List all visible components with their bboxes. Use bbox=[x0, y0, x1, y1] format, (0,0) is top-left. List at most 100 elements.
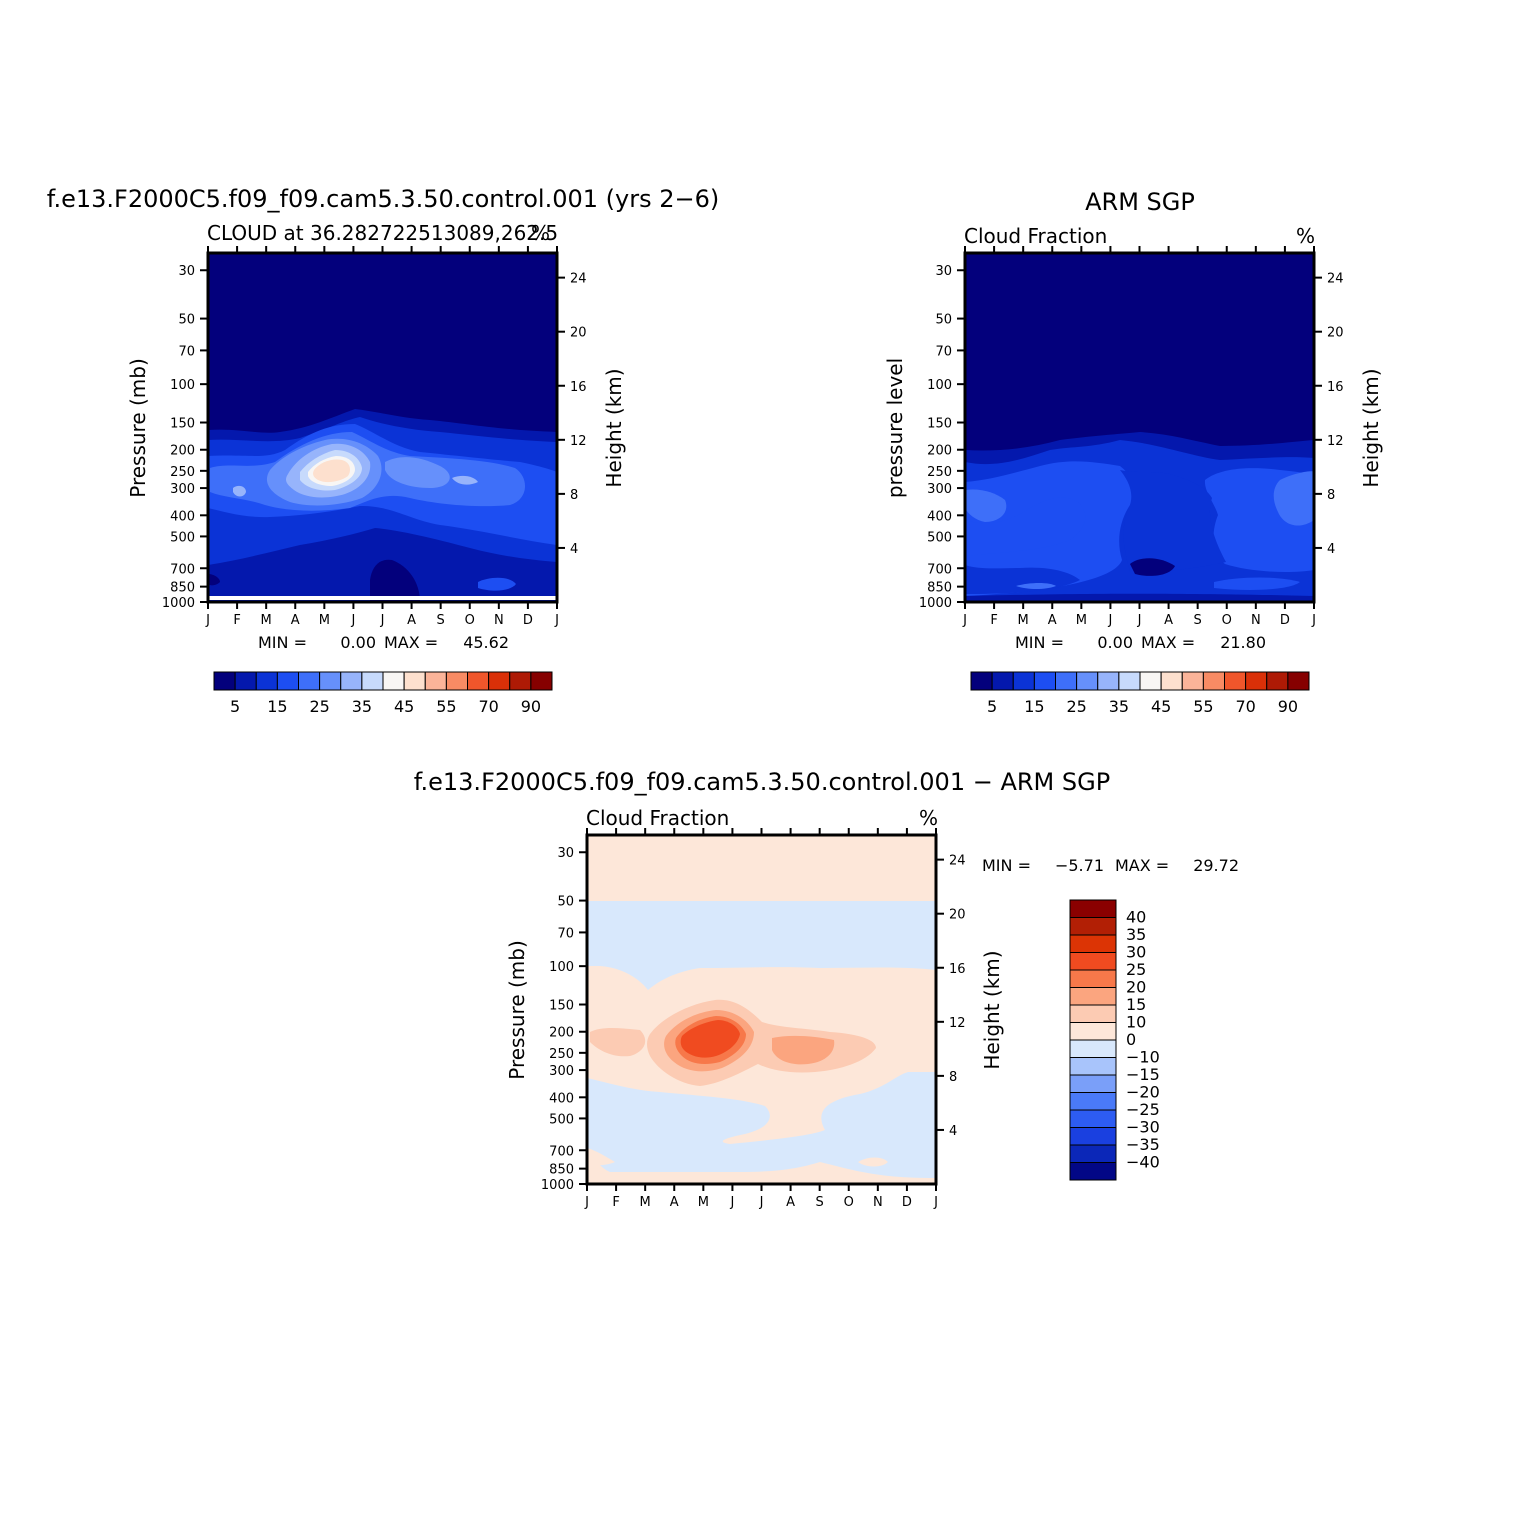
colorbar-swatch bbox=[1097, 671, 1120, 691]
colorbar-tick-label: 25 bbox=[1066, 697, 1086, 716]
y-tick-label: 250 bbox=[549, 1047, 574, 1062]
panel-obs-max-label: MAX = bbox=[1141, 633, 1195, 652]
colorbar-swatch bbox=[403, 671, 426, 691]
colorbar-tick-label: 5 bbox=[987, 697, 997, 716]
panel-diff-plot-area bbox=[585, 833, 938, 1186]
y2-tick-label: 12 bbox=[949, 1016, 966, 1031]
colorbar-swatch bbox=[467, 671, 490, 691]
panel-diff-y-axis-label: Pressure (mb) bbox=[505, 940, 529, 1080]
colorbar-swatch bbox=[1069, 1074, 1117, 1093]
colorbar-swatch bbox=[1069, 1144, 1117, 1163]
colorbar-swatch bbox=[1118, 671, 1141, 691]
y-tick-label: 400 bbox=[549, 1091, 574, 1106]
contour-fill-20-25-low bbox=[1016, 583, 1056, 589]
y-tick-label: 30 bbox=[557, 846, 574, 861]
colorbar-swatch bbox=[1181, 671, 1204, 691]
colorbar-tick-label: 25 bbox=[309, 697, 329, 716]
y-tick-label: 700 bbox=[170, 562, 195, 577]
y-tick-label: 70 bbox=[935, 344, 952, 359]
panel-diff-min-value: −5.71 bbox=[1055, 856, 1104, 875]
colorbar-tick-label: −15 bbox=[1126, 1065, 1160, 1084]
x-tick-label: A bbox=[786, 1195, 795, 1210]
x-tick-label: J bbox=[1311, 613, 1316, 628]
x-tick-label: O bbox=[844, 1195, 854, 1210]
x-tick-label: S bbox=[1194, 613, 1202, 628]
colorbar-tick-label: 15 bbox=[267, 697, 287, 716]
y-tick-label: 500 bbox=[927, 530, 952, 545]
y-tick-label: 850 bbox=[549, 1163, 574, 1178]
y2-tick-label: 4 bbox=[570, 542, 578, 557]
contour-fill-20-25-right bbox=[1273, 471, 1314, 526]
y2-tick-label: 24 bbox=[949, 854, 966, 869]
y-tick-label: 250 bbox=[927, 465, 952, 480]
panel-diff: f.e13.F2000C5.f09_f09.cam5.3.50.control.… bbox=[414, 768, 1239, 1210]
y-tick-label: 200 bbox=[170, 444, 195, 459]
x-tick-label: J bbox=[1107, 613, 1112, 628]
y2-tick-label: 8 bbox=[1327, 488, 1335, 503]
colorbar-swatch bbox=[1224, 671, 1247, 691]
colorbar-swatch bbox=[382, 671, 405, 691]
contour-fill-10-15-left bbox=[590, 1028, 646, 1057]
y-tick-label: 1000 bbox=[541, 1178, 574, 1193]
y-tick-label: 1000 bbox=[919, 596, 952, 611]
x-tick-label: M bbox=[698, 1195, 709, 1210]
x-tick-label: M bbox=[1018, 613, 1029, 628]
panel-diff-y2-axis-label: Height (km) bbox=[980, 950, 1004, 1069]
x-tick-label: J bbox=[350, 613, 355, 628]
x-tick-label: J bbox=[759, 1195, 764, 1210]
colorbar-tick-label: 45 bbox=[1151, 697, 1171, 716]
panel-diff-max-label: MAX = bbox=[1115, 856, 1169, 875]
y-tick-label: 400 bbox=[170, 509, 195, 524]
panel-model-y2-axis: 24 20 16 12 8 4 bbox=[557, 272, 587, 557]
y2-tick-label: 12 bbox=[570, 434, 587, 449]
x-tick-label: D bbox=[902, 1195, 912, 1210]
y-tick-label: 70 bbox=[178, 344, 195, 359]
contour-fill-20-25-left bbox=[965, 489, 1007, 522]
y-tick-label: 150 bbox=[549, 999, 574, 1014]
panel-model-title: f.e13.F2000C5.f09_f09.cam5.3.50.control.… bbox=[47, 185, 720, 213]
colorbar-swatch bbox=[509, 671, 532, 691]
colorbar-swatch bbox=[1055, 671, 1078, 691]
colorbar-tick-label: −35 bbox=[1126, 1135, 1160, 1154]
x-tick-label: J bbox=[729, 1195, 734, 1210]
y2-tick-label: 16 bbox=[570, 380, 587, 395]
colorbar-tick-label: 70 bbox=[478, 697, 498, 716]
panel-obs-min-value: 0.00 bbox=[1097, 633, 1133, 652]
x-tick-label: A bbox=[1048, 613, 1057, 628]
x-tick-label: O bbox=[1222, 613, 1232, 628]
contour-fill-15-20-low bbox=[1214, 577, 1300, 590]
panel-model: f.e13.F2000C5.f09_f09.cam5.3.50.control.… bbox=[47, 185, 720, 716]
contour-fill-0-10-right-low bbox=[858, 1157, 888, 1167]
contour-fill-15-20-low bbox=[478, 577, 516, 591]
panel-model-left-subtitle: CLOUD at 36.282722513089,262.5 bbox=[207, 221, 558, 245]
y2-tick-label: 16 bbox=[1327, 380, 1344, 395]
contour-fill-30-35d bbox=[233, 485, 246, 497]
colorbar-swatch bbox=[1266, 671, 1289, 691]
colorbar-swatch bbox=[1069, 952, 1117, 971]
colorbar-swatch bbox=[1069, 899, 1117, 918]
colorbar-tick-label: 10 bbox=[1126, 1013, 1146, 1032]
y-tick-label: 150 bbox=[170, 417, 195, 432]
colorbar-tick-label: −40 bbox=[1126, 1153, 1160, 1172]
x-tick-label: J bbox=[933, 1195, 938, 1210]
panel-obs-plot-area bbox=[963, 251, 1316, 604]
x-tick-label: F bbox=[990, 613, 997, 628]
y2-tick-label: 24 bbox=[570, 272, 587, 287]
panel-obs: ARM SGP Cloud Fraction % J F M A M J J A S O N D J 3… bbox=[883, 188, 1383, 716]
y-tick-label: 30 bbox=[935, 264, 952, 279]
y2-tick-label: 20 bbox=[949, 908, 966, 923]
colorbar-tick-label: 15 bbox=[1024, 697, 1044, 716]
y-tick-label: 300 bbox=[927, 482, 952, 497]
contour-fill-neg10-0-lower bbox=[587, 1072, 936, 1178]
panel-model-y-axis-label: Pressure (mb) bbox=[126, 358, 150, 498]
colorbar-tick-label: −30 bbox=[1126, 1118, 1160, 1137]
colorbar-tick-label: −25 bbox=[1126, 1100, 1160, 1119]
y-tick-label: 200 bbox=[549, 1026, 574, 1041]
panel-obs-right-subtitle: % bbox=[1296, 224, 1315, 248]
colorbar-tick-label: 25 bbox=[1126, 960, 1146, 979]
y-tick-label: 100 bbox=[170, 378, 195, 393]
